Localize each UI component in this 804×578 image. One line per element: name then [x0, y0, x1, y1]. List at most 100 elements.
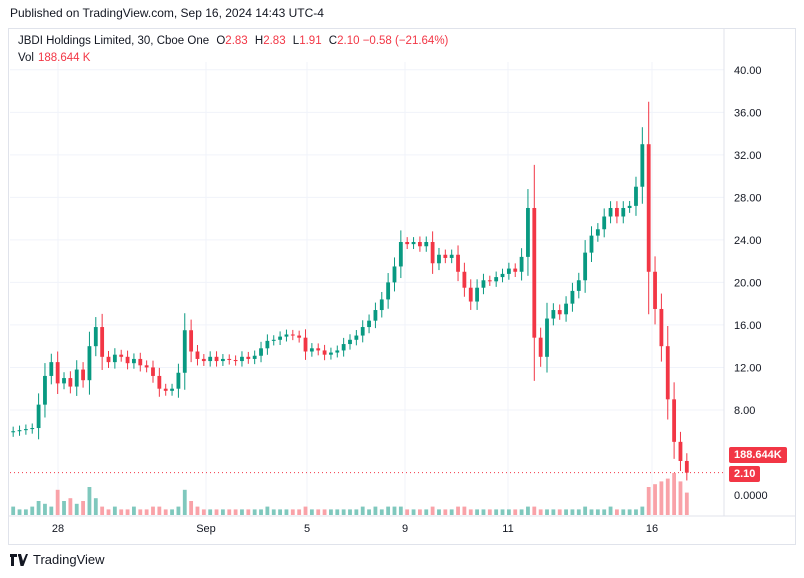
candle-body	[405, 242, 410, 245]
volume-bar	[595, 509, 600, 515]
candle-body	[240, 356, 244, 362]
volume-bar	[551, 509, 556, 515]
volume-bar	[125, 509, 130, 515]
candle-body	[398, 242, 403, 267]
y-tick-label: 12.00	[734, 362, 762, 374]
volume-bar	[475, 509, 480, 515]
candle-body	[500, 273, 505, 278]
volume-bar	[87, 487, 92, 515]
volume-bar	[506, 509, 511, 515]
volume-bar	[462, 506, 467, 515]
candle-body	[43, 375, 47, 405]
candle-body	[119, 354, 124, 357]
candle-body	[424, 242, 429, 247]
candle-body	[615, 207, 619, 217]
volume-bar	[386, 506, 391, 515]
y-tick-label: 0.0000	[734, 490, 768, 502]
candle-body	[144, 365, 149, 368]
volume-bar	[608, 506, 613, 515]
candle-body	[278, 336, 282, 340]
volume-bar	[513, 509, 518, 515]
volume-bar	[17, 509, 22, 515]
footer-brand[interactable]: TradingView	[10, 552, 105, 567]
volume-bar	[119, 509, 124, 515]
x-tick-label: 9	[402, 523, 408, 535]
candle-body	[23, 429, 28, 431]
candle-body	[506, 268, 511, 274]
volume-bar	[456, 506, 460, 515]
candle-body	[100, 327, 105, 357]
candle-body	[576, 280, 581, 291]
y-tick-label: 20.00	[734, 277, 762, 289]
volume-bar	[576, 509, 581, 515]
volume-bar	[309, 509, 314, 515]
volume-bar	[564, 509, 568, 515]
candle-body	[532, 207, 537, 338]
volume-bar	[627, 509, 632, 515]
candle-body	[49, 362, 54, 376]
candle-body	[68, 378, 73, 387]
volume-bar	[55, 489, 60, 515]
candle-body	[316, 348, 321, 351]
volume-bar	[170, 509, 174, 515]
candle-body	[640, 144, 645, 187]
candle-body	[335, 350, 340, 353]
volume-bar	[43, 503, 47, 515]
y-tick-label: 28.00	[734, 192, 762, 204]
x-tick-label: 5	[304, 523, 310, 535]
volume-bar	[684, 492, 689, 515]
candle-body	[430, 242, 435, 264]
volume-bar	[271, 509, 276, 515]
volume-bar	[144, 509, 149, 515]
volume-bar	[240, 509, 244, 515]
candle-body	[621, 207, 626, 217]
candle-body	[386, 282, 391, 300]
volume-bar	[329, 509, 333, 515]
volume-bar	[157, 506, 162, 515]
candle-body	[132, 358, 136, 364]
candle-body	[271, 339, 276, 341]
candle-body	[157, 375, 162, 389]
volume-bar	[665, 478, 670, 515]
volume-bar	[678, 481, 683, 515]
volume-bar	[640, 506, 645, 515]
volume-bar	[468, 509, 473, 515]
volume-bar	[411, 509, 416, 515]
candle-body	[265, 340, 270, 349]
y-tick-label: 8.00	[734, 405, 755, 417]
volume-bar	[322, 509, 327, 515]
candle-body	[545, 318, 549, 357]
volume-bar	[367, 509, 371, 515]
volume-bar	[246, 509, 251, 515]
candle-body	[290, 334, 295, 336]
tradingview-logo-icon	[10, 553, 28, 566]
candle-body	[284, 334, 289, 337]
volume-bar	[100, 506, 105, 515]
volume-bar	[373, 506, 378, 515]
candle-body	[678, 441, 683, 461]
candle-body	[665, 346, 670, 400]
volume-bar	[62, 501, 66, 515]
volume-bar	[392, 506, 397, 515]
y-tick-label: 36.00	[734, 107, 762, 119]
volume-bar	[379, 509, 384, 515]
low-value: 1.91	[299, 35, 322, 47]
candle-body	[55, 362, 60, 384]
candle-body	[189, 330, 194, 352]
candle-body	[93, 327, 98, 347]
candle-body	[322, 350, 327, 355]
volume-bar	[545, 509, 549, 515]
chart-frame	[8, 28, 796, 545]
candle-body	[570, 290, 575, 304]
candle-body	[227, 358, 232, 360]
x-tick-label: 16	[646, 523, 658, 535]
volume-bar	[653, 484, 657, 515]
candle-body	[259, 348, 263, 356]
candle-body	[468, 287, 473, 302]
candle-body	[627, 205, 632, 208]
volume-bar	[11, 506, 16, 515]
candle-body	[170, 388, 174, 391]
x-tick-label: 11	[502, 523, 513, 535]
symbol-title: JBDI Holdings Limited, 30, Cboe One	[18, 35, 210, 47]
